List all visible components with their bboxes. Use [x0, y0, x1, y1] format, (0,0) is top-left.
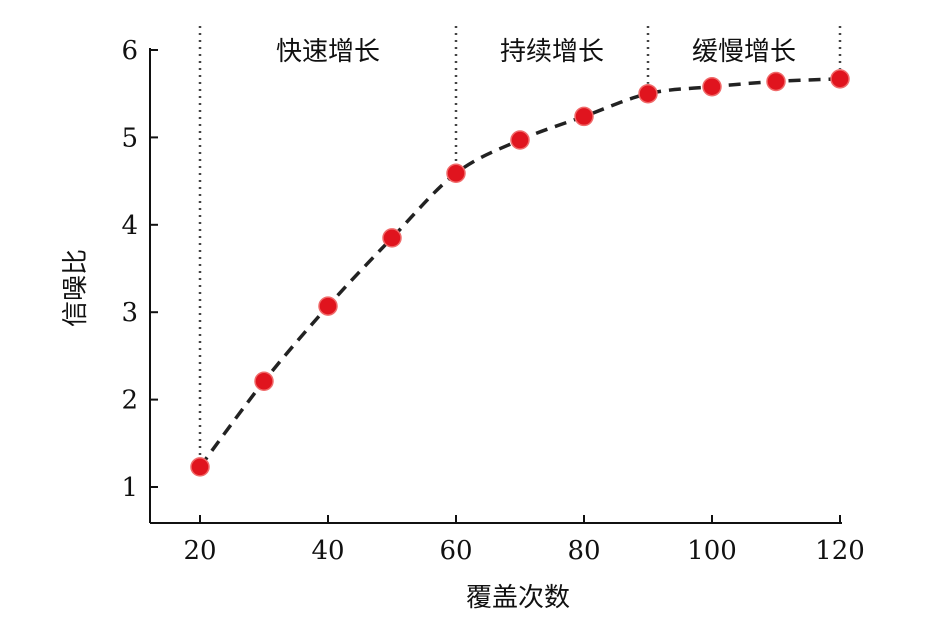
region-label: 快速增长 — [276, 37, 380, 67]
region-dividers — [198, 26, 842, 457]
data-point — [190, 457, 210, 477]
y-tick-label: 2 — [121, 386, 138, 416]
data-point — [254, 371, 274, 391]
axes — [149, 48, 842, 524]
x-tick-label: 60 — [439, 536, 472, 566]
fit-curve — [198, 77, 841, 468]
data-point — [766, 71, 786, 92]
tick-labels: 20 40 60 80 100 120 1 2 3 4 5 6 — [121, 36, 864, 566]
data-point — [510, 130, 530, 150]
y-tick-label: 1 — [121, 473, 138, 503]
data-point — [638, 83, 658, 104]
x-tick-label: 120 — [815, 536, 865, 566]
x-tick-label: 40 — [311, 536, 344, 566]
data-point — [574, 106, 594, 127]
y-axis-label: 信噪比 — [61, 249, 91, 327]
y-tick-label: 5 — [121, 123, 138, 153]
y-tick-label: 6 — [121, 36, 138, 66]
y-tick-label: 4 — [121, 211, 138, 241]
region-label: 缓慢增长 — [692, 37, 796, 67]
data-points — [190, 69, 850, 477]
y-tick-label: 3 — [121, 298, 138, 328]
data-point — [702, 76, 722, 97]
x-tick-label: 20 — [183, 536, 216, 566]
region-label: 持续增长 — [500, 37, 604, 67]
data-point — [318, 296, 338, 316]
data-point — [446, 163, 466, 183]
region-labels: 快速增长 持续增长 缓慢增长 — [276, 37, 796, 67]
data-point — [830, 69, 850, 89]
x-tick-label: 100 — [687, 536, 737, 566]
x-axis-label: 覆盖次数 — [466, 583, 570, 613]
x-tick-label: 80 — [567, 536, 600, 566]
data-point — [382, 228, 402, 248]
